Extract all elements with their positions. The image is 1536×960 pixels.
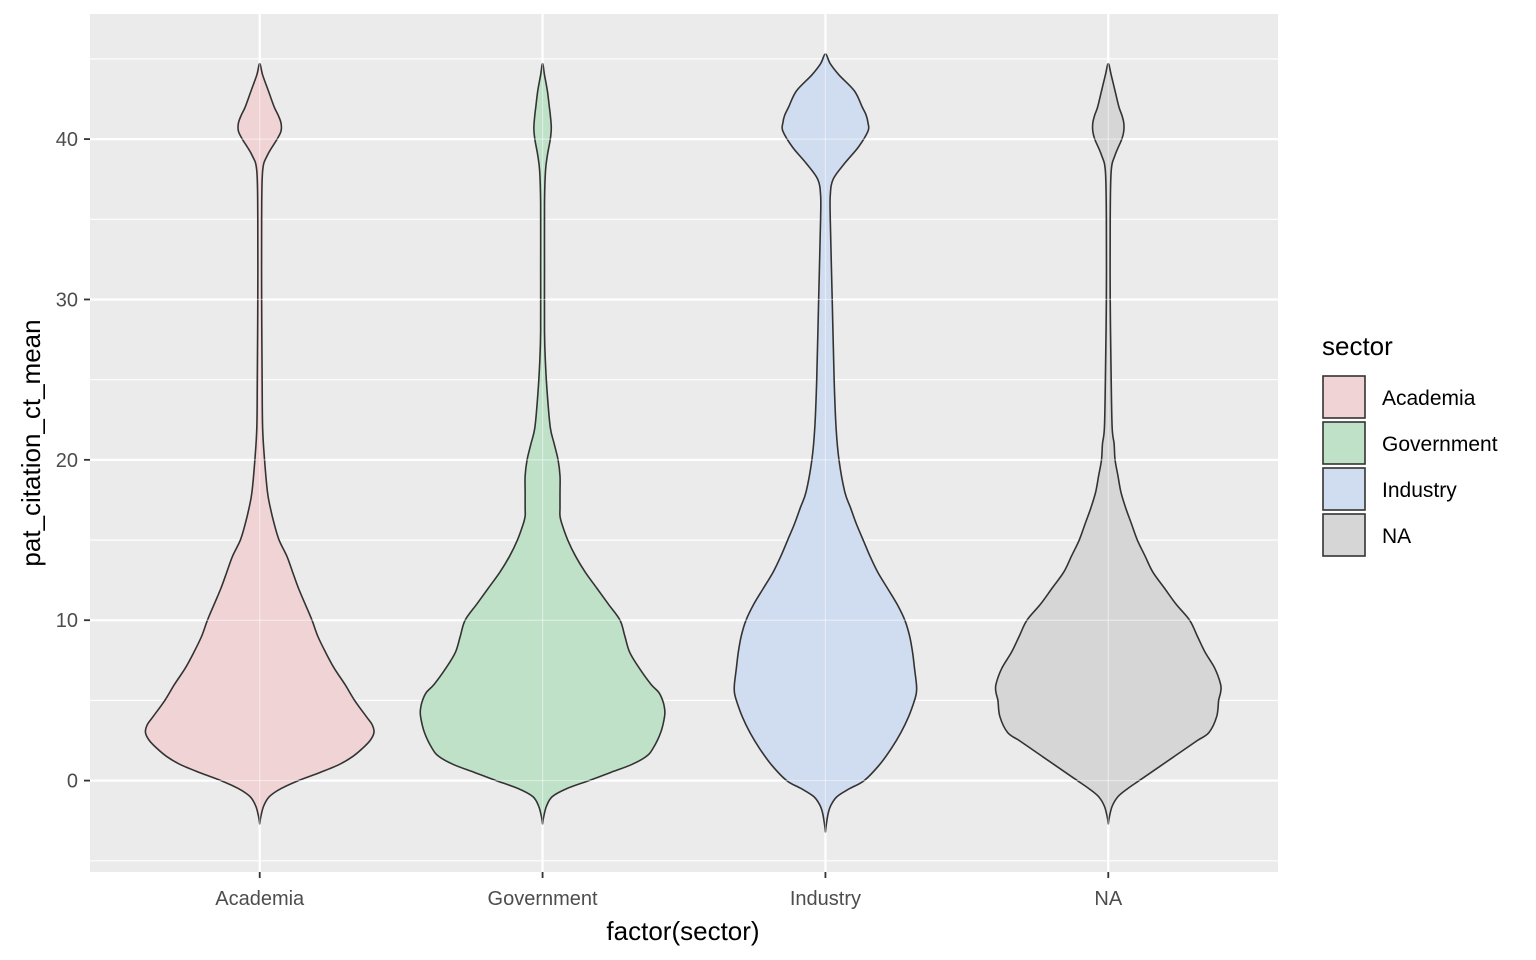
y-axis: 0 10 20 30 40 [56, 129, 90, 792]
legend-key-academia [1323, 376, 1365, 418]
legend: sector Academia Government Industry NA [1322, 331, 1498, 556]
legend-label: Government [1382, 433, 1498, 456]
legend-key-industry [1323, 468, 1365, 510]
legend-key-government [1323, 422, 1365, 464]
x-tick-label: NA [1094, 888, 1122, 910]
x-tick-label: Government [488, 888, 598, 910]
y-tick-label: 30 [56, 289, 78, 311]
x-tick-label: Industry [790, 888, 861, 910]
x-axis: Academia Government Industry NA [215, 872, 1123, 910]
y-tick-label: 20 [56, 450, 78, 472]
legend-label: NA [1382, 525, 1411, 548]
y-tick-label: 0 [67, 771, 78, 793]
legend-title: sector [1322, 331, 1393, 361]
legend-label: Industry [1382, 479, 1457, 502]
x-axis-title: factor(sector) [606, 916, 759, 946]
x-tick-label: Academia [215, 888, 305, 910]
y-axis-title: pat_citation_ct_mean [16, 319, 46, 566]
y-tick-label: 10 [56, 610, 78, 632]
y-tick-label: 40 [56, 129, 78, 151]
legend-label: Academia [1382, 387, 1476, 410]
legend-key-na [1323, 514, 1365, 556]
